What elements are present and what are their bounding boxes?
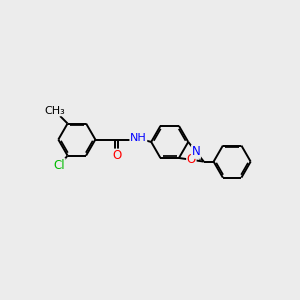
- Text: Cl: Cl: [53, 159, 65, 172]
- Text: O: O: [112, 149, 122, 162]
- Text: N: N: [192, 145, 200, 158]
- Text: O: O: [187, 153, 196, 166]
- Text: CH₃: CH₃: [44, 106, 65, 116]
- Text: NH: NH: [130, 133, 147, 143]
